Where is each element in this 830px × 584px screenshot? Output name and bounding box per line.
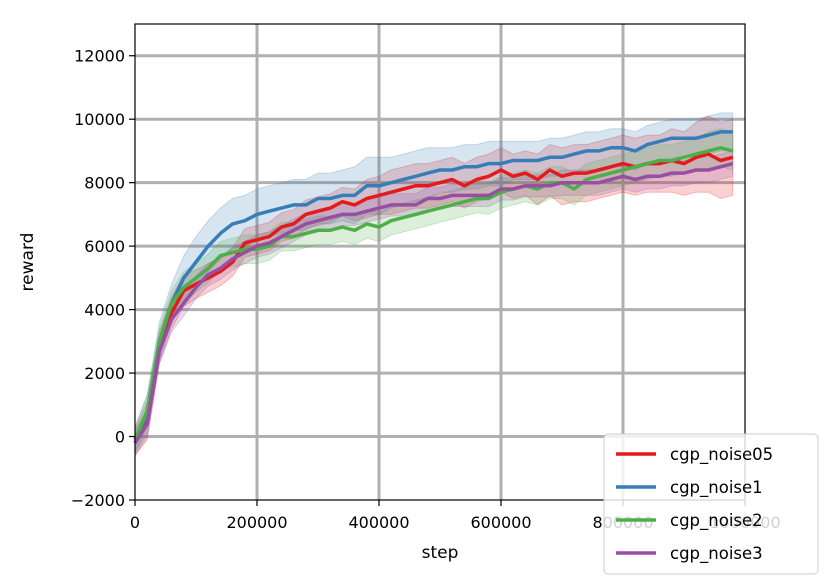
legend-box [603, 433, 819, 575]
legend-label-cgp_noise1: cgp_noise1 [670, 478, 763, 498]
legend-label-cgp_noise05: cgp_noise05 [670, 445, 773, 465]
x-axis-label: step [422, 543, 459, 563]
legend-label-cgp_noise2: cgp_noise2 [670, 511, 763, 531]
y-tick-label-1: 0 [115, 428, 125, 447]
legend: cgp_noise05 cgp_noise1 cgp_noise2 cgp_noise… [603, 433, 819, 575]
y-tick-label-7: 12000 [74, 47, 125, 66]
y-axis-label: reward [18, 233, 38, 292]
legend-label-cgp_noise3: cgp_noise3 [670, 544, 763, 564]
x-tick-label-2: 400000 [348, 513, 409, 532]
line-cgp_noise2 [133, 146, 734, 441]
y-axis-ticks: −2000 0 2000 4000 6000 8000 10000 12000 [71, 47, 135, 510]
y-tick-label-0: −2000 [71, 491, 125, 510]
line-cgp_noise1 [133, 130, 733, 441]
grid-lines [135, 24, 745, 500]
band-cgp_noise05 [134, 115, 734, 458]
x-tick-label-1: 200000 [226, 513, 287, 532]
y-tick-label-6: 10000 [74, 110, 125, 129]
y-tick-label-2: 2000 [84, 364, 125, 383]
y-tick-label-4: 6000 [84, 237, 125, 256]
plot-frame [134, 23, 746, 501]
x-tick-label-3: 600000 [470, 513, 531, 532]
x-tick-label-0: 0 [130, 513, 140, 532]
y-tick-label-3: 4000 [84, 301, 125, 320]
series-lines [133, 130, 734, 444]
y-tick-label-5: 8000 [84, 174, 125, 193]
line-cgp_noise3 [133, 161, 734, 444]
